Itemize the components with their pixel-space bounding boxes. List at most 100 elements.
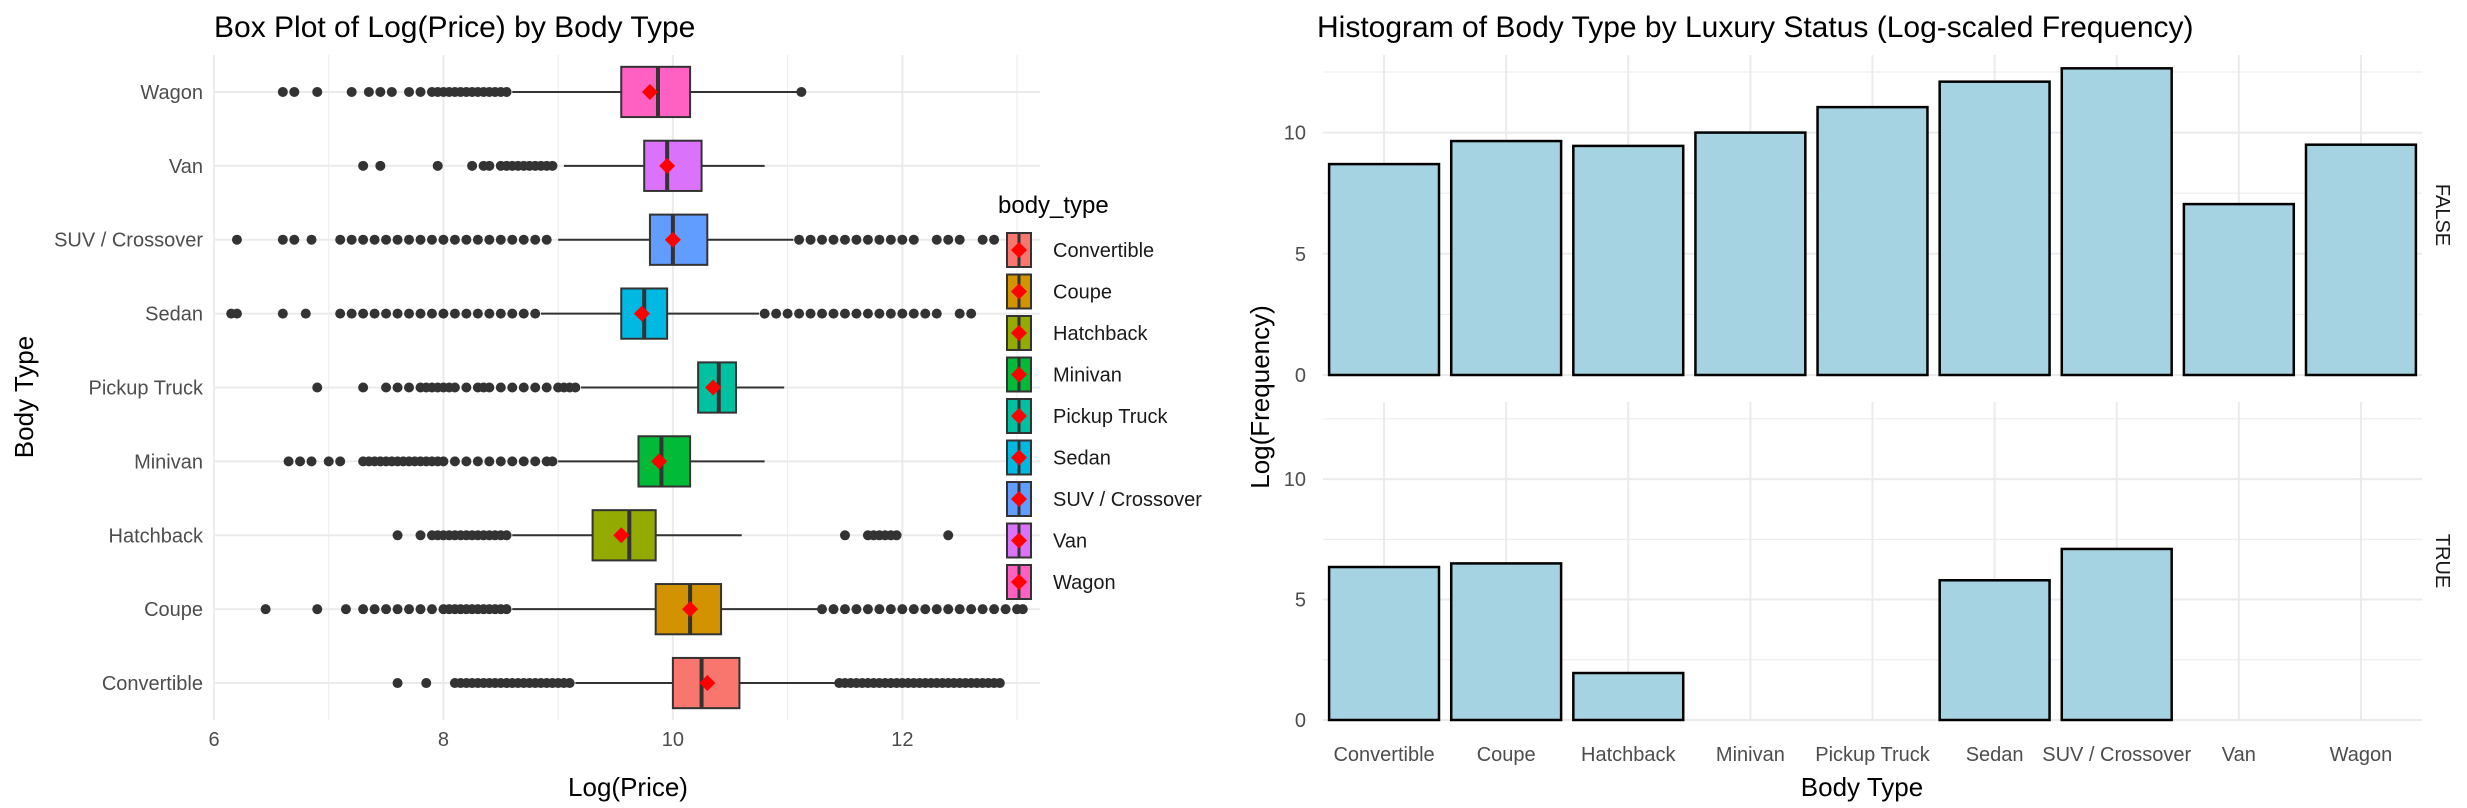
outlier-point xyxy=(518,308,529,319)
outlier-point xyxy=(931,234,942,245)
outlier-point xyxy=(472,234,483,245)
mean-marker xyxy=(641,83,658,100)
mean-marker xyxy=(664,231,681,248)
outlier-point xyxy=(495,382,506,393)
y-tick-label: Hatchback xyxy=(109,525,204,547)
outlier-point xyxy=(415,86,426,97)
legend-items: Convertible Coupe Hatchback Minivan Pickup T… xyxy=(1006,232,1202,600)
outlier-point xyxy=(943,604,954,615)
boxplot-series xyxy=(226,65,1028,710)
histogram-title: Histogram of Body Type by Luxury Status … xyxy=(1317,11,2194,44)
outlier-point xyxy=(851,234,862,245)
outlier-point xyxy=(920,308,931,319)
outlier-point xyxy=(954,604,965,615)
outlier-point xyxy=(530,308,541,319)
outlier-point xyxy=(828,234,839,245)
outlier-point xyxy=(994,678,1005,689)
outlier-point xyxy=(404,382,415,393)
x-tick-label: Pickup Truck xyxy=(1815,744,1930,766)
histogram-x-tick-labels: Convertible Coupe Hatchback Minivan Pickup T… xyxy=(1333,744,2392,766)
outlier-point xyxy=(851,308,862,319)
outlier-point xyxy=(564,678,575,689)
outlier-point xyxy=(862,234,873,245)
box-wagon xyxy=(277,65,807,119)
x-tick-label: SUV / Crossover xyxy=(2042,744,2191,766)
outlier-point xyxy=(839,530,850,541)
outlier-point xyxy=(392,604,403,615)
outlier-point xyxy=(484,382,495,393)
outlier-point xyxy=(796,86,807,97)
legend-key-mean xyxy=(1011,242,1027,258)
outlier-point xyxy=(501,604,512,615)
outlier-point xyxy=(358,160,369,171)
outlier-point xyxy=(931,604,942,615)
outlier-point xyxy=(570,382,581,393)
outlier-point xyxy=(335,308,346,319)
y-tick-label: Van xyxy=(169,156,203,178)
outlier-point xyxy=(449,382,460,393)
outlier-point xyxy=(908,308,919,319)
outlier-point xyxy=(954,308,965,319)
outlier-point xyxy=(954,234,965,245)
outlier-point xyxy=(897,308,908,319)
facet-label-true: TRUE xyxy=(2431,534,2453,588)
outlier-point xyxy=(1017,604,1028,615)
outlier-point xyxy=(495,308,506,319)
bar-true-convertible xyxy=(1327,565,1441,722)
outlier-point xyxy=(920,604,931,615)
box-convertible xyxy=(392,656,1005,710)
legend-key-mean xyxy=(1011,449,1027,466)
y-tick-label: Pickup Truck xyxy=(89,378,204,400)
legend-item-sedan: Sedan xyxy=(1006,439,1111,476)
outlier-point xyxy=(277,308,288,319)
outlier-point xyxy=(484,160,495,171)
outlier-point xyxy=(461,234,472,245)
outlier-point xyxy=(289,86,300,97)
outlier-point xyxy=(966,308,977,319)
outlier-point xyxy=(484,456,495,467)
x-tick-label: Minivan xyxy=(1716,744,1785,766)
outlier-point xyxy=(507,456,518,467)
outlier-point xyxy=(277,86,288,97)
legend-key-mean xyxy=(1011,366,1027,383)
outlier-point xyxy=(518,234,529,245)
outlier-point xyxy=(415,234,426,245)
outlier-point xyxy=(1000,604,1011,615)
outlier-point xyxy=(404,86,415,97)
legend-key-mean xyxy=(1011,532,1027,549)
x-tick-label: Sedan xyxy=(1966,744,2024,766)
outlier-point xyxy=(404,308,415,319)
outlier-point xyxy=(495,234,506,245)
y-tick-label: Convertible xyxy=(102,673,203,695)
outlier-point xyxy=(335,456,346,467)
legend-key-mean xyxy=(1011,491,1027,507)
bar-true-sedan xyxy=(1938,579,2051,722)
outlier-point xyxy=(438,456,449,467)
outlier-point xyxy=(874,234,885,245)
legend-item-suv-crossover: SUV / Crossover xyxy=(1006,481,1202,517)
outlier-point xyxy=(874,308,885,319)
y-tick-label: 10 xyxy=(1284,123,1306,145)
outlier-point xyxy=(507,382,518,393)
y-tick-label: 0 xyxy=(1295,365,1306,387)
outlier-point xyxy=(300,308,311,319)
outlier-point xyxy=(530,382,541,393)
outlier-point xyxy=(312,382,323,393)
outlier-point xyxy=(415,530,426,541)
outlier-point xyxy=(381,308,392,319)
outlier-point xyxy=(415,604,426,615)
legend-key-mean xyxy=(1011,408,1027,424)
outlier-point xyxy=(421,678,432,689)
legend-item-pickup-truck: Pickup Truck xyxy=(1006,398,1168,434)
legend-item-minivan: Minivan xyxy=(1006,356,1122,393)
outlier-point xyxy=(415,308,426,319)
outlier-point xyxy=(897,604,908,615)
outlier-point xyxy=(794,308,805,319)
bar-false-coupe xyxy=(1449,139,1563,377)
bar-false-convertible xyxy=(1327,162,1441,377)
x-tick-label: Coupe xyxy=(1477,744,1536,766)
legend-label: Wagon xyxy=(1053,572,1116,594)
outlier-point xyxy=(495,456,506,467)
histogram-y-tick-labels: 0 5 10 0 5 10 xyxy=(1284,123,1306,732)
outlier-point xyxy=(340,604,351,615)
